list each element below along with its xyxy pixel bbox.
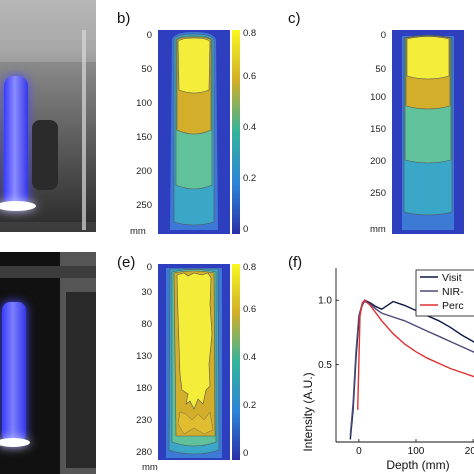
chart-f-xlabel: Depth (mm) xyxy=(386,458,449,472)
light-source xyxy=(0,201,36,211)
panel-label-f: (f) xyxy=(288,254,303,271)
chart-f-xtick-label-2: 200 xyxy=(465,446,474,457)
cbtick-b-2: 0.4 xyxy=(243,122,257,133)
chart-f-xtick-label-0: 0 xyxy=(356,446,362,457)
cbtick-b-4: 0 xyxy=(243,224,249,235)
unit-c: mm xyxy=(370,224,386,235)
heatmap-e xyxy=(158,264,230,460)
nir-column xyxy=(2,302,26,442)
colorbar-e-ticks: 0.8 0.6 0.4 0.2 0 xyxy=(243,262,273,460)
heatmap-e-speckle xyxy=(177,411,214,435)
ytick-b-4: 200 xyxy=(136,166,152,177)
panel-label-c: c) xyxy=(288,10,301,27)
ytick-b-2: 100 xyxy=(136,98,152,109)
ytick-c-0: 0 xyxy=(380,30,386,41)
chart-f-legend-label-2: Perc xyxy=(442,300,464,312)
ytick-e-6: 280 xyxy=(136,447,152,458)
ytick-b-3: 150 xyxy=(136,132,152,143)
colorbar-e xyxy=(232,264,240,460)
ytick-b-5: 250 xyxy=(136,200,152,211)
heatmap-c-level-5 xyxy=(406,36,450,80)
ytick-e-4: 180 xyxy=(136,383,152,394)
unit-e: mm xyxy=(142,462,158,473)
panel-label-b: b) xyxy=(117,10,131,27)
panel-label-e: (e) xyxy=(117,254,136,271)
chart-f-legend-label-0: Visit xyxy=(442,272,462,284)
colorbar-b xyxy=(232,30,240,234)
ytick-c-2: 100 xyxy=(370,92,386,103)
ytick-e-1: 30 xyxy=(141,287,152,298)
cbtick-b-3: 0.2 xyxy=(243,173,257,184)
chart-f-ytick-label-1: 1.0 xyxy=(318,296,332,307)
ytick-c-4: 200 xyxy=(370,156,386,167)
ytick-c-5: 250 xyxy=(370,188,386,199)
chart-f-series-nir- xyxy=(349,300,474,436)
unit-b: mm xyxy=(130,226,146,237)
yticks-c: 0 50 100 150 200 250 xyxy=(352,30,388,240)
cbtick-b-0: 0.8 xyxy=(243,28,257,39)
background-object xyxy=(32,120,58,190)
cbtick-e-1: 0.6 xyxy=(243,304,257,315)
ytick-e-3: 130 xyxy=(136,351,152,362)
heatmap-c xyxy=(392,30,464,234)
colorbar-b-ticks: 0.8 0.6 0.4 0.2 0 xyxy=(243,28,273,235)
heatmap-b-level-5 xyxy=(177,37,211,94)
light-column xyxy=(4,76,28,206)
photo-nir xyxy=(0,252,96,474)
tank-edge xyxy=(82,30,86,230)
ytick-c-3: 150 xyxy=(370,124,386,135)
cbtick-e-2: 0.4 xyxy=(243,352,257,363)
ytick-e-2: 80 xyxy=(141,319,152,330)
ytick-b-0: 0 xyxy=(146,30,152,41)
cbtick-e-0: 0.8 xyxy=(243,262,257,273)
chart-f-legend-label-1: NIR- xyxy=(442,286,464,298)
nir-source xyxy=(0,438,30,447)
cbtick-b-1: 0.6 xyxy=(243,71,257,82)
tank-inner xyxy=(66,292,96,468)
ytick-b-1: 50 xyxy=(141,64,152,75)
chart-f-ylabel: Intensity (A.U.) xyxy=(301,372,315,451)
ytick-e-5: 230 xyxy=(136,415,152,426)
chart-f-xtick-label-1: 100 xyxy=(408,446,425,457)
chart-f-series-perc xyxy=(357,299,474,410)
cbtick-e-4: 0 xyxy=(243,448,249,459)
heatmap-e-level-5 xyxy=(176,272,213,410)
cbtick-e-3: 0.2 xyxy=(243,400,257,411)
photo-visible xyxy=(0,0,96,232)
yticks-e: 0 30 80 130 180 230 280 xyxy=(124,262,154,472)
ytick-c-1: 50 xyxy=(375,64,386,75)
yticks-b: 0 50 100 150 200 250 xyxy=(128,30,154,240)
tank-rim xyxy=(0,266,96,278)
heatmap-b xyxy=(158,30,230,234)
line-chart-f: Intensity (A.U.) Depth (mm) 0.5 1.0 0 100 20… xyxy=(301,268,474,472)
chart-f-ytick-label-0: 0.5 xyxy=(318,360,332,371)
ytick-e-0: 0 xyxy=(146,262,152,273)
